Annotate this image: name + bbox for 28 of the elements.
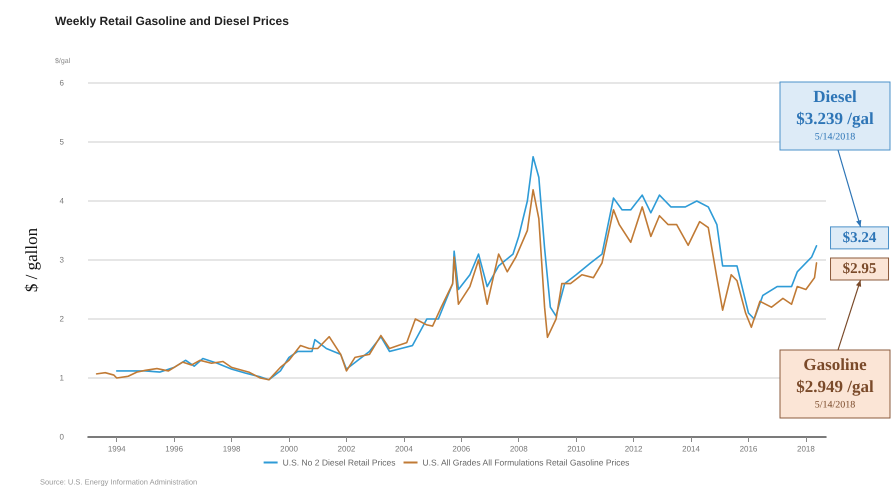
x-tick-label: 2018 [797,444,816,454]
x-tick-label: 2010 [567,444,586,454]
annotation: $2.95 [842,260,876,277]
x-tick-label: 2014 [682,444,700,454]
y-axis-title: $ / gallon [22,227,41,292]
y-tick-label: 4 [60,196,65,206]
x-tick-label: 2004 [394,444,414,454]
x-tick-label: 2002 [338,444,356,454]
y-tick-label: 0 [60,432,65,442]
x-tick-label: 1994 [108,444,126,454]
y-tick-label: 1 [60,374,65,382]
x-tick-label: 2008 [510,444,528,454]
x-tick-label: 1998 [222,444,242,454]
annotation: Diesel $3.239 /gal 5/14/2018 [796,87,874,142]
x-tick-label: 2006 [452,444,471,454]
y-tick-label: 6 [60,78,65,88]
annotation: Gasoline $2.949 /gal 5/14/2018 [796,355,874,410]
x-tick-label: 1996 [165,444,184,454]
y-tick-label: 3 [60,256,65,264]
y-tick-label: 5 [60,138,65,146]
x-tick-label: 2012 [624,444,644,454]
x-tick-label: 2000 [280,444,298,454]
legend-label: U.S. No 2 Diesel Retail Prices [282,458,396,468]
x-tick-label: 2016 [740,444,758,454]
annotation: $3.24 [842,230,877,246]
chart-title: Weekly Retail Gasoline and Diesel Prices [55,14,290,28]
legend-label: U.S. All Grades All Formulations Retail Gasoline Prices [422,458,630,468]
y-tick-label: 2 [60,314,65,324]
